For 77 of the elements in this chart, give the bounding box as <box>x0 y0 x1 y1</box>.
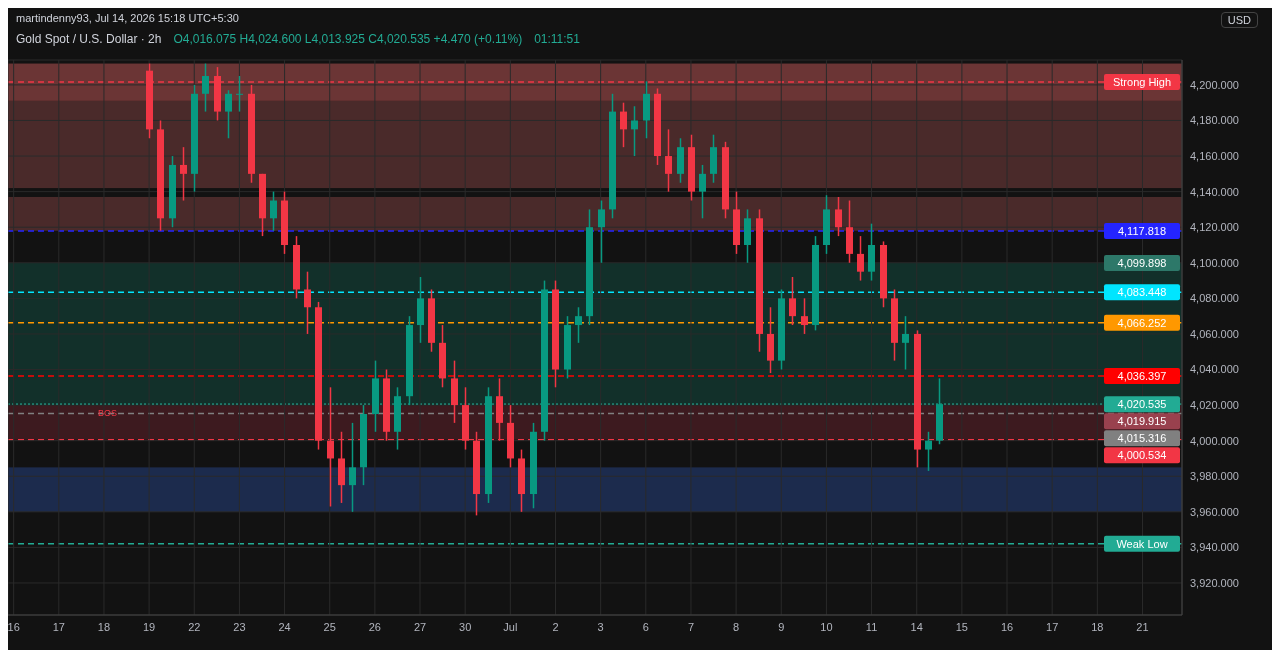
x-tick-label: 27 <box>413 620 427 633</box>
y-tick-label: 4,120.000 <box>1190 221 1239 234</box>
y-tick-label: 4,200.000 <box>1190 78 1239 91</box>
ref-line-label: 4,036.397 <box>1117 369 1167 382</box>
ref-line-label: 4,020.535 <box>1117 398 1167 411</box>
band-label: 4,099.898 <box>1117 256 1167 269</box>
y-tick-label: 4,100.000 <box>1190 256 1239 269</box>
y-tick-label: 3,920.000 <box>1190 576 1239 589</box>
candlestick <box>180 146 187 202</box>
y-tick-label: 4,000.000 <box>1190 434 1239 447</box>
y-tick-label: 4,160.000 <box>1190 149 1239 162</box>
candlestick <box>801 297 808 335</box>
ref-line-label: 4,083.448 <box>1117 286 1167 299</box>
x-tick-label: 8 <box>733 620 740 633</box>
x-tick-label: 26 <box>368 620 381 633</box>
candlestick <box>665 128 672 193</box>
x-tick-label: Jul <box>503 620 518 633</box>
candlestick <box>835 196 842 237</box>
ref-line-label: 4,015.316 <box>1117 432 1167 445</box>
x-tick-label: 14 <box>910 620 923 633</box>
candlestick <box>902 315 909 371</box>
text: 01:11:51 <box>534 32 580 46</box>
candlestick <box>620 101 627 148</box>
y-tick-label: 4,080.000 <box>1190 292 1239 305</box>
y-tick-label: 4,060.000 <box>1190 327 1239 340</box>
x-tick-label: 30 <box>459 620 472 633</box>
text: O4,016.075 H4,024.600 L4,013.925 C4,020.535 +4.470 (+0.11%) <box>173 32 523 46</box>
x-tick-label: 10 <box>820 620 833 633</box>
ref-line-label: 4,066.252 <box>1117 316 1167 329</box>
y-tick-label: 3,980.000 <box>1190 470 1239 483</box>
candlestick <box>789 276 796 326</box>
x-tick-label: 15 <box>955 620 968 633</box>
x-tick-label: 17 <box>1046 620 1059 633</box>
x-tick-label: 22 <box>188 620 201 633</box>
chart-subtitle: martindenny93, Jul 14, 2026 15:18 UTC+5:30 <box>16 12 239 26</box>
candlestick <box>631 105 638 157</box>
x-tick-label: 3 <box>597 620 604 633</box>
ref-line-label: Strong High <box>1112 76 1172 89</box>
candlestick <box>304 270 311 335</box>
x-tick-label: 16 <box>7 620 20 633</box>
x-tick-label: 21 <box>1136 620 1149 633</box>
x-tick-label: 24 <box>278 620 291 633</box>
x-tick-label: 2 <box>552 620 559 633</box>
candlestick <box>925 431 932 472</box>
ref-line-label: 4,117.818 <box>1117 225 1167 238</box>
ref-line-label: Weak Low <box>1116 537 1168 550</box>
y-tick-label: 4,140.000 <box>1190 185 1239 198</box>
chart-title: Gold Spot / U.S. Dollar · 2h <box>16 32 162 46</box>
x-tick-label: 18 <box>97 620 111 633</box>
x-tick-label: 11 <box>865 620 878 633</box>
x-tick-label: 18 <box>1091 620 1104 633</box>
y-tick-label: 3,940.000 <box>1190 541 1239 554</box>
candlestick <box>202 62 209 113</box>
candlestick <box>349 422 356 513</box>
x-tick-label: 16 <box>1000 620 1014 633</box>
x-tick-label: 25 <box>323 620 336 633</box>
x-tick-label: 6 <box>642 620 649 633</box>
y-tick-label: 4,020.000 <box>1190 399 1239 411</box>
candlestick <box>857 235 864 282</box>
x-tick-label: 7 <box>687 620 695 633</box>
candlestick <box>575 306 582 344</box>
candlestick <box>236 75 243 113</box>
y-tick-label: 4,180.000 <box>1190 114 1239 127</box>
candlestick <box>270 190 277 232</box>
x-tick-label: 17 <box>52 620 65 633</box>
y-tick-label: 3,960.000 <box>1190 505 1239 518</box>
ref-line-label: 4,000.534 <box>1117 449 1167 462</box>
candlestick <box>225 89 232 140</box>
annotation: BOS <box>98 407 118 418</box>
candlestick <box>699 164 706 220</box>
x-tick-label: 19 <box>142 620 156 633</box>
x-tick-label: 9 <box>778 620 785 633</box>
candlestick <box>598 199 605 264</box>
band-label: 4,019.915 <box>1117 415 1167 428</box>
x-tick-label: 23 <box>233 620 246 633</box>
y-tick-label: 4,040.000 <box>1190 363 1239 376</box>
y-axis-title: USD <box>1220 12 1258 28</box>
